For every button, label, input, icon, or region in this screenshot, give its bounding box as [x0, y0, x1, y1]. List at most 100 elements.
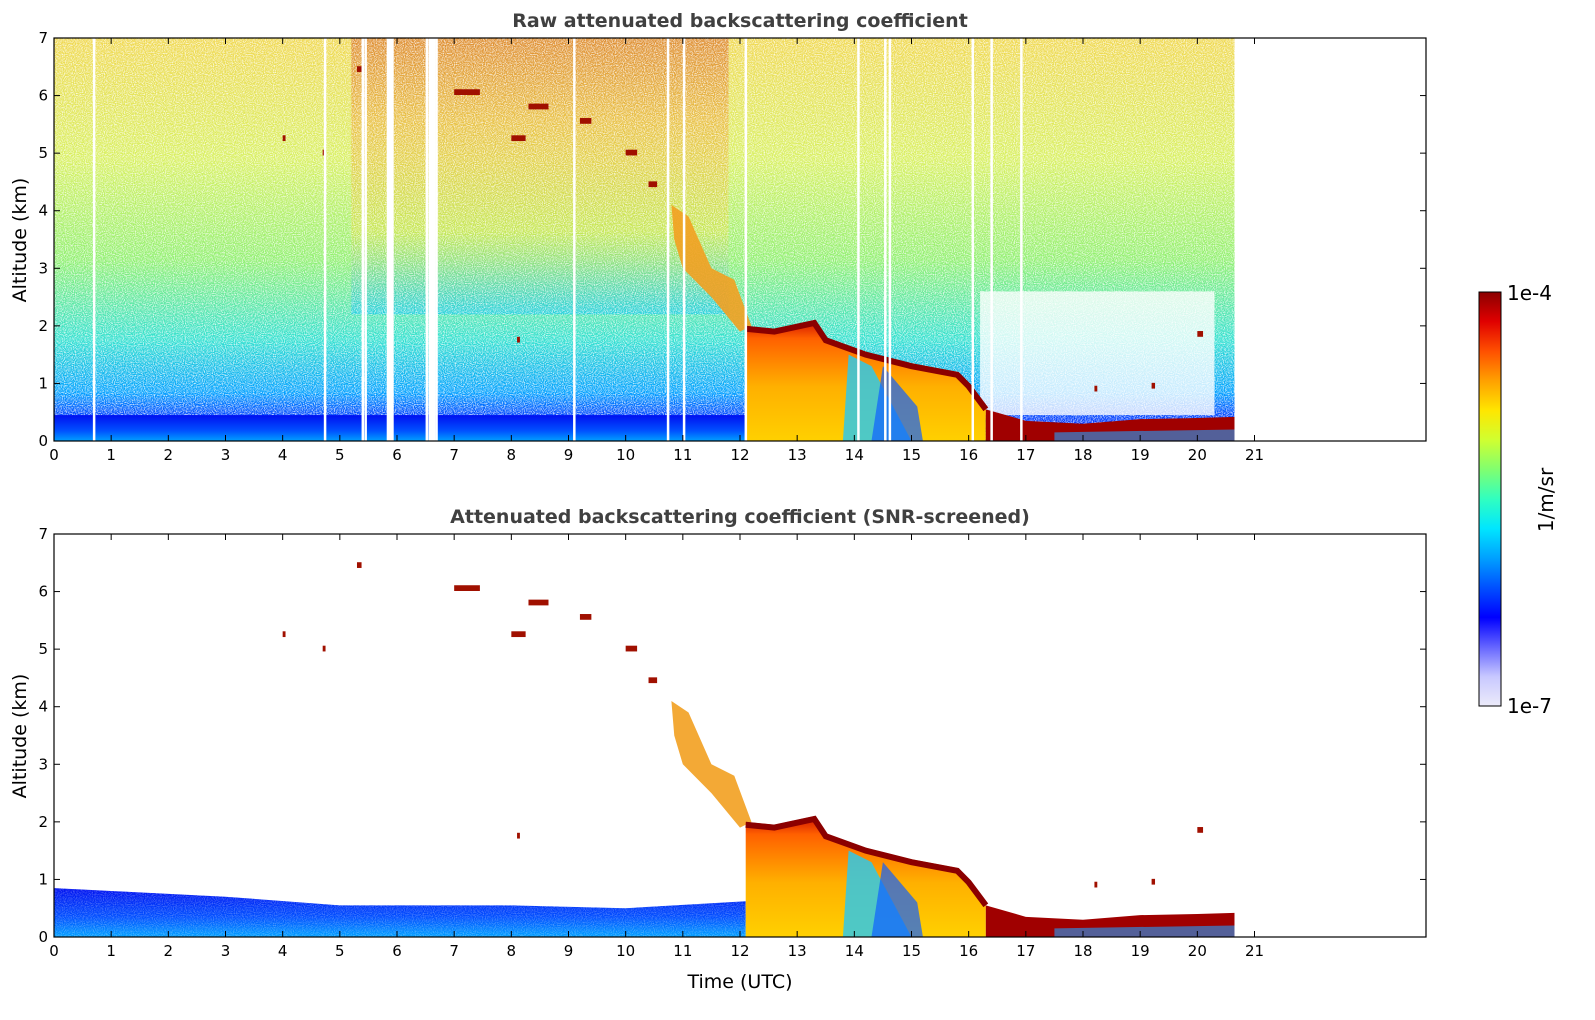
x-tick-label: 1	[106, 942, 116, 960]
data-gap	[92, 38, 96, 441]
data-gap	[364, 38, 367, 441]
x-tick-label: 3	[221, 942, 231, 960]
x-tick-label: 9	[564, 942, 574, 960]
stable-layer-base	[1054, 429, 1235, 441]
cirrus-fragment	[528, 599, 549, 606]
colorbar: 1e-4 1e-7 1/m/sr	[1478, 281, 1558, 718]
noise-speckle	[54, 38, 1235, 441]
descending-aerosol-layer	[671, 700, 752, 828]
cirrus-fragment	[579, 118, 592, 124]
x-tick-label: 13	[788, 446, 807, 464]
y-axis-label: Altitude (km)	[9, 674, 31, 799]
x-tick-label: 15	[902, 942, 921, 960]
cirrus-fragment	[517, 832, 520, 839]
x-tick-label: 5	[335, 446, 345, 464]
x-tick-label: 16	[959, 942, 978, 960]
y-tick-label: 4	[38, 698, 48, 716]
x-tick-label: 11	[673, 446, 692, 464]
y-tick-label: 5	[38, 640, 48, 658]
mixing-streak	[871, 862, 923, 937]
cirrus-fragment	[528, 103, 549, 110]
data-gap	[888, 38, 892, 441]
boundary-layer-top	[745, 319, 989, 412]
plot-frame	[53, 533, 1427, 938]
x-tick-label: 14	[845, 446, 864, 464]
panel-title: Raw attenuated backscattering coefficien…	[512, 10, 968, 32]
x-tick-label: 19	[1131, 942, 1150, 960]
data-gap	[435, 38, 438, 441]
y-tick-label: 7	[38, 29, 48, 47]
cirrus-fragment	[579, 614, 592, 620]
x-tick-label: 12	[730, 446, 749, 464]
x-tick-label: 7	[449, 446, 459, 464]
y-axis-label: Altitude (km)	[9, 178, 31, 303]
x-tick-label: 21	[1245, 942, 1264, 960]
y-tick-label: 7	[38, 525, 48, 543]
x-tick-label: 5	[335, 942, 345, 960]
data-gap	[971, 38, 975, 441]
cirrus-fragment	[1197, 827, 1204, 833]
data-gap	[744, 38, 748, 441]
surface-layer	[54, 415, 746, 441]
screened-speckle	[54, 888, 746, 937]
colorbar-max-label: 1e-4	[1507, 281, 1552, 305]
y-tick-label: 4	[38, 202, 48, 220]
x-tick-label: 20	[1188, 942, 1207, 960]
x-tick-label: 11	[673, 942, 692, 960]
data-gap	[323, 38, 327, 441]
data-gap	[425, 38, 429, 441]
cirrus-fragment	[454, 89, 480, 95]
x-tick-label: 21	[1245, 446, 1264, 464]
x-tick-label: 8	[507, 942, 517, 960]
x-tick-label: 20	[1188, 446, 1207, 464]
x-tick-label: 6	[392, 446, 402, 464]
data-gap	[573, 38, 576, 441]
colorbar-min-label: 1e-7	[1507, 694, 1552, 718]
cirrus-fragment	[517, 336, 520, 343]
x-tick-label: 16	[959, 446, 978, 464]
raw-plot-area	[54, 38, 1235, 441]
x-tick-label: 18	[1073, 446, 1092, 464]
raw-axes: 0 1 2 3 4 5 6 7 8 9 10 11 12 13 14 15 16 17 18 19 20 21012345…	[38, 29, 1426, 464]
cirrus-fragment	[356, 562, 362, 568]
y-tick-label: 1	[38, 374, 48, 392]
x-tick-label: 10	[616, 446, 635, 464]
stable-layer-base	[1054, 925, 1235, 937]
x-tick-label: 4	[278, 446, 288, 464]
data-gap	[361, 38, 365, 441]
data-gap	[857, 38, 860, 441]
data-gap	[990, 38, 993, 441]
y-tick-label: 2	[38, 813, 48, 831]
x-tick-label: 17	[1016, 446, 1035, 464]
screened-plot-area	[54, 562, 1235, 937]
x-tick-label: 2	[164, 942, 174, 960]
x-tick-label: 7	[449, 942, 459, 960]
x-tick-label: 0	[49, 446, 59, 464]
x-tick-label: 12	[730, 942, 749, 960]
x-axis-label: Time (UTC)	[686, 971, 792, 993]
colorbar-unit-label: 1/m/sr	[1534, 467, 1558, 532]
cirrus-fragment	[282, 631, 286, 638]
cirrus-fragment	[322, 645, 326, 652]
y-tick-label: 6	[38, 87, 48, 105]
cirrus-fragment	[648, 181, 658, 188]
y-tick-label: 6	[38, 583, 48, 601]
cirrus-fragment	[511, 135, 526, 142]
cirrus-fragment	[1094, 385, 1098, 392]
x-tick-label: 17	[1016, 942, 1035, 960]
y-tick-label: 3	[38, 259, 48, 277]
x-tick-label: 3	[221, 446, 231, 464]
data-gap	[1020, 38, 1023, 441]
cirrus-fragment	[1094, 881, 1098, 888]
cirrus-fragment	[356, 66, 362, 72]
x-tick-label: 6	[392, 942, 402, 960]
y-tick-label: 0	[38, 928, 48, 946]
descending-aerosol-layer	[671, 204, 752, 332]
x-tick-label: 19	[1131, 446, 1150, 464]
y-tick-label: 2	[38, 317, 48, 335]
x-tick-label: 0	[49, 942, 59, 960]
cirrus-fragment	[1197, 331, 1204, 337]
data-gap	[666, 38, 670, 441]
x-tick-label: 4	[278, 942, 288, 960]
cirrus-fragment	[1151, 382, 1156, 389]
